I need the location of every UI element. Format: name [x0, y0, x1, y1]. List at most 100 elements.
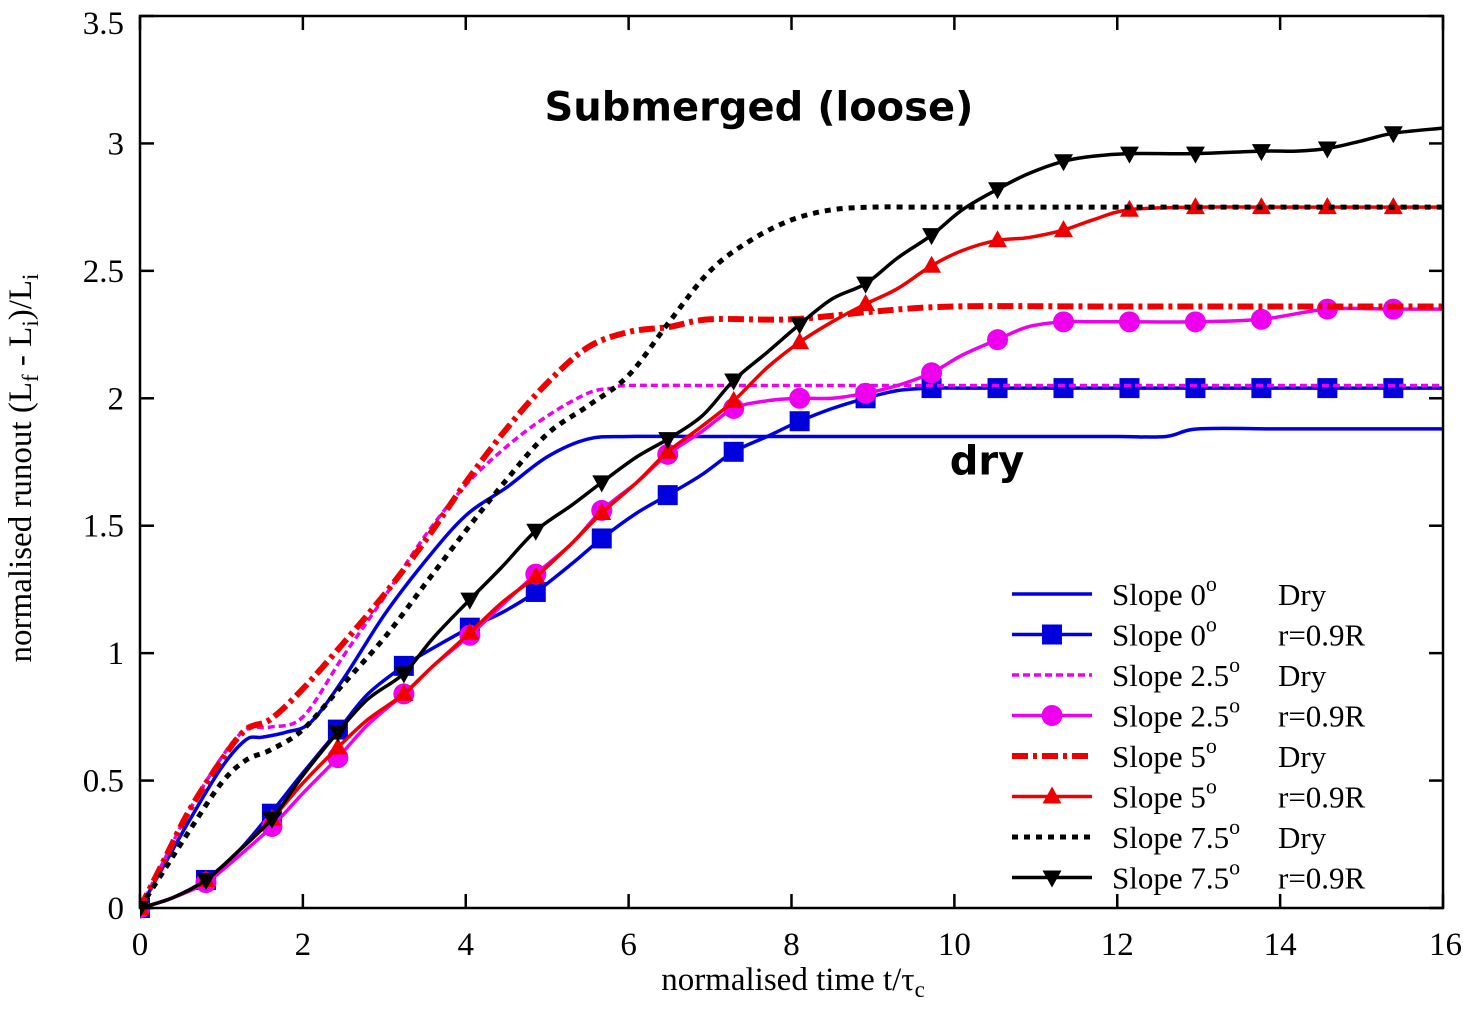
series-1-point-18	[1317, 378, 1338, 399]
series-7-point-5	[460, 592, 480, 610]
legend-label-4: Slope 5o	[1112, 733, 1217, 774]
series-1-point-6	[525, 581, 546, 602]
series-7-point-16	[1185, 146, 1205, 164]
series-5-point-8	[658, 441, 678, 459]
x-tick-label-3: 6	[620, 927, 637, 963]
series-1-point-10	[789, 411, 810, 432]
series-1-point-13	[987, 378, 1008, 399]
legend-label-7: Slope 7.5o	[1112, 855, 1240, 896]
series-3-point-12	[921, 362, 943, 384]
series-5-point-4	[394, 683, 414, 701]
x-tick-label-8: 16	[1429, 927, 1462, 963]
legend-cond-6: Dry	[1278, 820, 1327, 855]
x-axis-title: normalised time t/τc	[661, 962, 925, 1002]
y-tick-label-7: 3.5	[83, 6, 124, 42]
plot-frame	[138, 14, 1445, 910]
legend-marker-5	[1042, 786, 1062, 804]
series-7-point-0	[140, 901, 150, 918]
series-3-point-13	[987, 329, 1009, 351]
legend-cond-1: r=0.9R	[1278, 618, 1366, 653]
series-1-point-16	[1185, 378, 1206, 399]
series-1-point-7	[591, 528, 612, 549]
series-7-point-18	[1317, 141, 1337, 159]
y-tick-label-1: 0.5	[83, 764, 124, 800]
series-line-0	[140, 426, 1443, 909]
legend-cond-4: Dry	[1278, 739, 1327, 774]
legend-label-0: Slope 0o	[1112, 571, 1217, 612]
y-tick-label-5: 2.5	[83, 254, 124, 290]
series-3-point-17	[1250, 308, 1272, 330]
series-line-2	[140, 383, 1443, 909]
annotation-1: dry	[950, 439, 1024, 485]
y-tick-label-0: 0	[108, 891, 125, 927]
x-tick-label-6: 12	[1101, 927, 1134, 963]
series-7-point-4	[394, 666, 414, 684]
series-5-point-5	[460, 622, 480, 640]
series-7-point-8	[658, 432, 678, 450]
series-7-point-7	[592, 475, 612, 493]
series-5-point-7	[592, 502, 612, 520]
series-7-point-15	[1119, 146, 1139, 164]
legend-label-2: Slope 2.5o	[1112, 652, 1240, 693]
series-3-point-16	[1184, 311, 1206, 333]
series-5-point-3	[328, 737, 348, 755]
series-7-point-14	[1054, 154, 1074, 172]
series-5-point-9	[724, 390, 744, 408]
series-line-4	[140, 303, 1443, 910]
series-1-point-15	[1119, 378, 1140, 399]
series-5-point-10	[790, 332, 810, 350]
legend-label-5: Slope 5o	[1112, 774, 1217, 815]
series-1-point-14	[1053, 378, 1074, 399]
series-5-point-13	[988, 230, 1008, 248]
series-5-point-16	[1185, 197, 1205, 215]
series-7-point-17	[1251, 144, 1271, 162]
series-3-point-15	[1118, 311, 1140, 333]
series-7-point-2	[262, 811, 282, 829]
series-1-point-17	[1251, 378, 1272, 399]
series-1-point-19	[1383, 378, 1404, 399]
x-tick-label-1: 2	[295, 927, 312, 963]
series-5-point-11	[856, 293, 876, 311]
series-line-7	[140, 126, 1444, 910]
legend-label-1: Slope 0o	[1112, 612, 1217, 653]
series-7-point-13	[988, 182, 1008, 200]
legend-cond-3: r=0.9R	[1278, 699, 1366, 734]
y-tick-label-3: 1.5	[83, 509, 124, 545]
x-tick-label-7: 14	[1264, 927, 1297, 963]
legend-label-3: Slope 2.5o	[1112, 693, 1240, 734]
series-7-point-11	[856, 276, 876, 294]
series-5-point-12	[922, 255, 942, 273]
annotation-0: Submerged (loose)	[544, 84, 973, 130]
series-3-point-11	[855, 382, 877, 404]
series-line-5	[140, 205, 1443, 910]
y-tick-label-6: 3	[108, 126, 125, 162]
series-3-point-14	[1053, 311, 1075, 333]
series-7-point-9	[724, 373, 744, 391]
legend-marker-1	[1042, 624, 1062, 645]
legend-cond-5: r=0.9R	[1278, 780, 1366, 815]
series-line-6	[140, 204, 1443, 910]
y-tick-label-2: 1	[108, 636, 125, 672]
series-7-point-12	[922, 228, 942, 246]
series-1-point-12	[921, 378, 942, 399]
series-7-point-19	[1383, 126, 1403, 144]
series-7-point-10	[790, 317, 810, 335]
x-tick-label-2: 4	[458, 927, 475, 963]
series-5-point-18	[1317, 197, 1337, 215]
legend-cond-2: Dry	[1278, 658, 1327, 693]
series-5-point-6	[526, 566, 546, 584]
legend-label-6: Slope 7.5o	[1112, 814, 1240, 855]
x-tick-label-5: 10	[938, 927, 971, 963]
series-7-point-6	[526, 523, 546, 541]
series-5-point-14	[1054, 220, 1074, 238]
y-tick-label-4: 2	[108, 381, 125, 417]
x-tick-label-4: 8	[783, 927, 800, 963]
series-7-point-3	[328, 725, 348, 743]
legend-marker-7	[1042, 870, 1062, 888]
series-1-point-8	[657, 485, 678, 506]
y-axis-title: normalised runout (Lf - Li)/Li	[3, 274, 43, 663]
legend-cond-0: Dry	[1278, 577, 1327, 612]
legend-cond-7: r=0.9R	[1278, 861, 1366, 896]
